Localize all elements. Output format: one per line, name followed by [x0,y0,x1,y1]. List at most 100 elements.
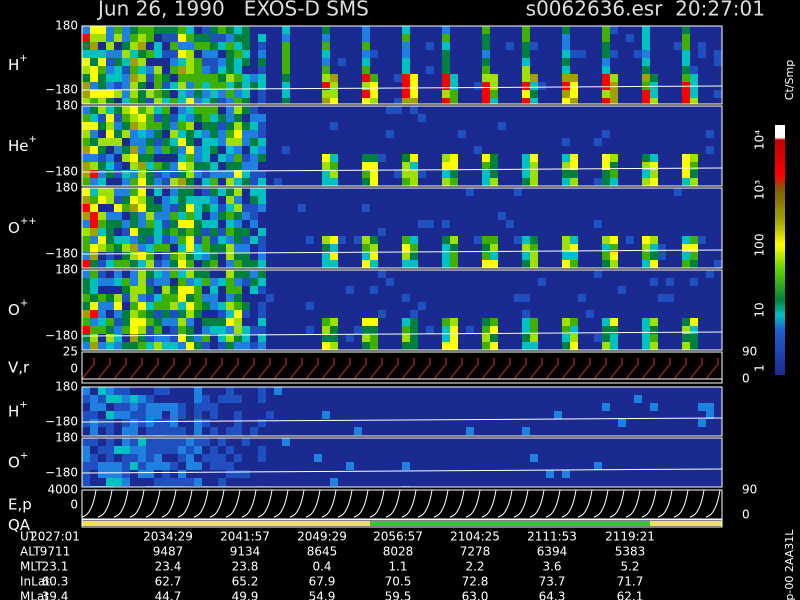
spectrogram-cell [354,326,362,334]
spectrogram-cell [602,334,610,342]
spectrogram-cell [530,74,538,82]
spectrogram-cell [402,26,410,34]
spectrogram-cell [618,419,626,427]
spectrogram-cell [154,342,162,350]
spectrogram-cell [210,236,218,244]
spectrogram-cell [642,90,650,98]
spectrogram-cell [242,278,250,286]
spectrogram-cell [106,154,114,162]
spectrogram-cell [186,162,194,170]
spectrogram-cell [194,342,202,350]
spectrogram-cell [306,326,314,334]
spectrogram-cell [226,154,234,162]
spectrogram-cell [106,236,114,244]
spectrogram-cell [122,395,130,403]
spectrogram-cell [154,114,162,122]
spectrogram-cell [194,334,202,342]
spectrogram-cell [114,66,122,74]
spectrogram-cell [530,334,538,342]
spectrogram-cell [362,50,370,58]
spectrogram-cell [258,310,266,318]
spectrogram-cell [522,318,530,326]
spectrogram-cell [450,326,458,334]
colorbar [775,125,785,375]
spectrogram-cell [138,342,146,350]
spectrogram-cell [562,162,570,170]
spectrogram-cell [186,90,194,98]
spectrogram-cell [122,82,130,90]
spectrogram-cell [130,138,138,146]
spectrogram-cell [362,334,370,342]
spectrogram-cell [642,74,650,82]
spectrogram-cell [202,244,210,252]
spectrogram-cell [522,162,530,170]
spectrogram-cell [410,260,418,268]
spectrogram-cell [418,170,426,178]
spectrogram-cell [90,26,98,34]
spectrogram-cell [98,462,106,470]
spectrogram-cell [330,178,338,186]
spectrogram-cell [82,395,90,403]
spectrogram-cell [106,244,114,252]
spectrogram-cell [570,342,578,350]
spectrogram-cell [602,66,610,74]
spectrogram-cell [602,90,610,98]
spectrogram-cell [98,318,106,326]
spectrogram-cell [322,326,330,334]
spectrogram-cell [138,58,146,66]
spectrogram-cell [130,286,138,294]
spectrogram-cell [442,74,450,82]
spectrogram-cell [330,342,338,350]
spectrogram-cell [178,286,186,294]
spectrogram-cell [98,270,106,278]
spectrogram-cell [210,302,218,310]
spectrogram-cell [146,470,154,478]
spectrogram-cell [226,470,234,478]
spectrogram-cell [226,204,234,212]
spectrogram-cell [410,244,418,252]
spectrogram-cell [522,294,530,302]
spectrogram-cell [194,403,202,411]
spectrogram-cell [202,395,210,403]
spectrogram-cell [282,34,290,42]
spectrogram-cell [130,114,138,122]
spectrogram-cell [122,26,130,34]
spectrogram-cell [562,260,570,268]
spectrogram-cell [114,138,122,146]
spectrogram-cell [98,98,106,104]
spectrogram-cell [90,342,98,350]
spectrogram-cell [250,286,258,294]
spectrogram-cell [258,90,266,98]
spectrogram-cell [410,326,418,334]
spectrogram-cell [442,154,450,162]
spectrogram-cell [282,98,290,104]
spectrogram-cell [338,58,346,66]
spectrogram-cell [642,58,650,66]
spectrogram-cell [322,154,330,162]
panel-frame [81,187,723,269]
spectrogram-cell [242,236,250,244]
spectrogram-cell [362,74,370,82]
spectrogram-cell [242,154,250,162]
spectrogram-cell [194,196,202,204]
spectrogram-cell [154,162,162,170]
spectrogram-cell [578,50,586,58]
spectrogram-cell [522,34,530,42]
spectrogram-cell [154,178,162,186]
spectrogram-cell [82,334,90,342]
spectrogram-cell [690,178,698,186]
spectrogram-cell [106,74,114,82]
spectrogram-cell [90,270,98,278]
spectrogram-cell [122,419,130,427]
spectrogram-cell [258,342,266,350]
spectrogram-cell [194,387,202,395]
panel-label-charge: ++ [20,216,37,227]
spectrogram-cell [210,446,218,454]
spectrogram-cell [370,98,378,104]
spectrogram-cell [402,162,410,170]
spectrogram-cell [234,470,242,478]
spectrogram-cell [354,236,362,244]
spectrogram-cell [370,252,378,260]
spectrogram-cell [138,90,146,98]
panel-label-name: QA [8,516,31,534]
